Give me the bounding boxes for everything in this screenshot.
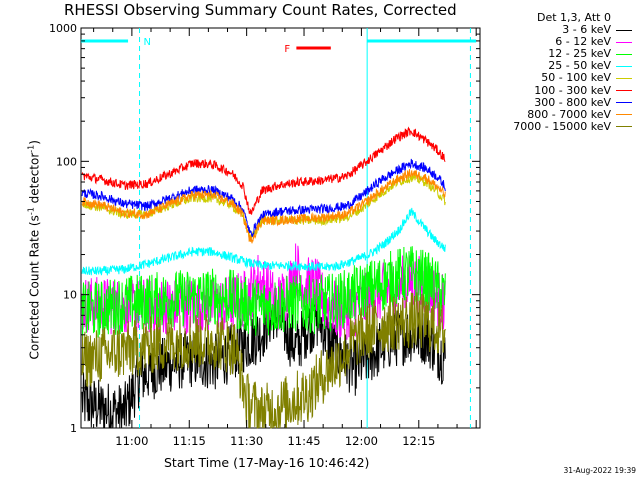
legend-swatch (616, 41, 632, 43)
legend-entry: 800 - 7000 keV (482, 107, 632, 121)
legend-swatch (616, 90, 632, 92)
x-tick-label: 11:45 (287, 434, 320, 448)
legend-swatch (616, 78, 632, 80)
y-label-sup1: -1 (26, 207, 36, 216)
series-line (81, 126, 446, 215)
y-tick-label: 10 (63, 289, 77, 302)
legend-entry: 12 - 25 keV (482, 48, 632, 60)
series-line (81, 292, 446, 430)
flare-label: F (284, 44, 290, 55)
legend-swatch (616, 102, 632, 104)
x-tick-label: 11:00 (115, 434, 148, 448)
y-label-sup2: -1 (26, 144, 36, 153)
x-tick-label: 12:00 (345, 434, 378, 448)
legend-label: 100 - 300 keV (534, 83, 611, 97)
legend-entry: 50 - 100 keV (482, 72, 632, 84)
legend-swatch (616, 126, 632, 128)
legend-label: 25 - 50 keV (548, 59, 611, 73)
x-tick-label: 11:30 (230, 434, 263, 448)
series-line (81, 158, 446, 238)
y-tick-label: 1 (70, 422, 77, 435)
y-label-end: ) (27, 140, 42, 145)
legend-swatch (616, 53, 632, 55)
render-timestamp: 31-Aug-2022 19:39 (563, 466, 636, 475)
series-line (81, 169, 446, 244)
legend-entry: 6 - 12 keV (482, 36, 632, 48)
legend-label: 300 - 800 keV (534, 95, 611, 109)
x-tick-label: 12:15 (402, 434, 435, 448)
legend-entry: 300 - 800 keV (482, 95, 632, 109)
legend-label: 12 - 25 keV (548, 47, 611, 61)
y-tick-label: 100 (56, 155, 77, 168)
series-line (81, 290, 446, 429)
chart-title: RHESSI Observing Summary Count Rates, Co… (64, 1, 457, 19)
y-tick-label: 1000 (49, 22, 77, 35)
legend-label: 3 - 6 keV (562, 23, 611, 37)
series-line (81, 246, 446, 340)
y-label-main: Corrected Count Rate (s (27, 215, 42, 360)
legend-label: 800 - 7000 keV (527, 107, 611, 121)
legend-header: Det 1,3, Att 0 (537, 11, 611, 24)
legend-swatch (616, 114, 632, 116)
legend-label: 50 - 100 keV (541, 71, 611, 85)
y-label-mid: detector (27, 152, 42, 208)
legend-entries: 3 - 6 keV 6 - 12 keV 12 - 25 keV 25 - 50 ke… (482, 23, 632, 133)
legend-entry: 7000 - 15000 keV (482, 119, 632, 133)
axis-layer: 1 10 100 1000 11:00 11:15 11:30 11:45 12:00 12:15 (49, 22, 480, 448)
series-layer (81, 126, 446, 430)
legend-swatch (616, 29, 632, 31)
legend-entry: 3 - 6 keV (482, 23, 632, 37)
legend: Det 1,3, Att 0 3 - 6 keV 6 - 12 keV 12 - 2… (482, 11, 632, 133)
y-axis-label: Corrected Count Rate (s-1 detector-1) (26, 140, 42, 360)
legend-label: 7000 - 15000 keV (513, 119, 611, 133)
legend-swatch (616, 65, 632, 67)
series-line (81, 207, 446, 276)
legend-entry: 100 - 300 keV (482, 83, 632, 97)
legend-entry: 25 - 50 keV (482, 60, 632, 72)
legend-label: 6 - 12 keV (555, 35, 611, 49)
night-label: N (144, 37, 151, 48)
x-tick-label: 11:15 (173, 434, 206, 448)
x-axis-label: Start Time (17-May-16 10:46:42) (164, 455, 370, 470)
